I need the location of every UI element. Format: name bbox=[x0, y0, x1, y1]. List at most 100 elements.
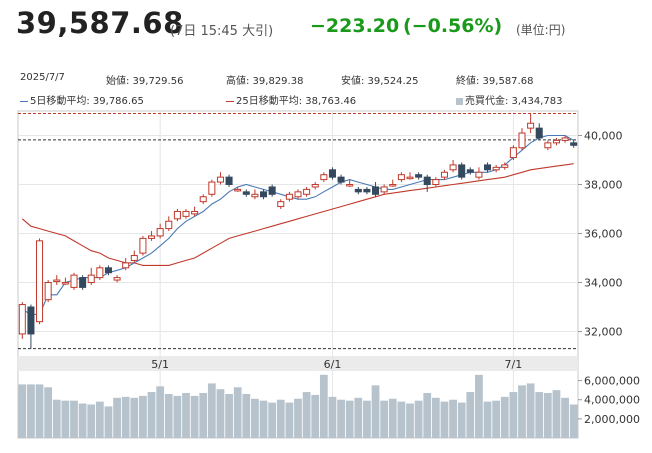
candle-body bbox=[415, 174, 423, 178]
volume-bar bbox=[276, 399, 285, 438]
unit-label: (単位:円) bbox=[516, 23, 566, 37]
candle bbox=[535, 123, 543, 141]
candle-body bbox=[36, 240, 44, 323]
volume-bar bbox=[225, 393, 233, 438]
volume-bar bbox=[173, 395, 182, 438]
volume-bar bbox=[199, 393, 208, 438]
volume-bar bbox=[475, 374, 483, 438]
candle bbox=[251, 189, 259, 200]
candle-body bbox=[234, 188, 242, 192]
volume-bar bbox=[457, 402, 466, 438]
volume-bar bbox=[535, 392, 544, 438]
volume-bar bbox=[431, 397, 440, 438]
candle bbox=[87, 267, 95, 285]
volume-bar bbox=[27, 384, 35, 438]
candle-body bbox=[509, 147, 517, 159]
candle bbox=[527, 113, 535, 134]
volume-bar bbox=[509, 392, 518, 438]
candle bbox=[337, 174, 345, 185]
candle bbox=[570, 140, 578, 148]
legend-volume: 売買代金: 3,434,783 bbox=[456, 92, 562, 107]
candle-body bbox=[518, 132, 526, 149]
price-tick-label: 34,000 bbox=[584, 277, 623, 290]
candle bbox=[70, 272, 78, 290]
stat-open: 始値: 39,729.56 bbox=[106, 76, 184, 87]
candle bbox=[104, 265, 112, 276]
volume-bar bbox=[440, 401, 449, 438]
candle-body bbox=[113, 277, 121, 281]
candle-body bbox=[475, 171, 483, 178]
candle-body bbox=[260, 191, 268, 198]
legend-volume-label: 売買代金: 3,434,783 bbox=[465, 96, 563, 107]
candle-body bbox=[87, 274, 95, 283]
candle bbox=[423, 174, 431, 192]
candle bbox=[285, 191, 293, 202]
candle bbox=[363, 186, 371, 195]
volume-bar bbox=[233, 387, 242, 438]
candle-body bbox=[182, 210, 190, 217]
candle bbox=[475, 167, 483, 180]
candle bbox=[484, 162, 492, 173]
candle bbox=[432, 177, 440, 187]
volume-bar bbox=[543, 393, 552, 438]
candle bbox=[165, 216, 173, 232]
candle-body bbox=[53, 279, 61, 283]
candle bbox=[449, 160, 457, 173]
candle bbox=[18, 302, 26, 339]
candle-body bbox=[122, 262, 130, 269]
volume-bar bbox=[182, 393, 190, 438]
candle bbox=[354, 186, 362, 195]
date-tick-label: 6/1 bbox=[324, 358, 342, 371]
price-tick-label: 40,000 bbox=[584, 130, 623, 143]
candle bbox=[509, 145, 517, 160]
candle bbox=[199, 194, 207, 205]
ma25-line bbox=[21, 163, 574, 266]
volume-bar bbox=[35, 384, 44, 438]
volume-bar bbox=[139, 395, 147, 438]
candle bbox=[216, 172, 224, 185]
volume-bar bbox=[328, 396, 337, 438]
volume-bar bbox=[371, 385, 380, 438]
volume-bar bbox=[397, 401, 406, 438]
candle-body bbox=[148, 235, 156, 239]
candle-body bbox=[501, 164, 509, 168]
candle bbox=[380, 184, 388, 195]
volume-bar bbox=[363, 400, 371, 438]
candle-body bbox=[458, 164, 466, 178]
candle-body bbox=[70, 274, 78, 288]
candle-body bbox=[561, 137, 569, 141]
volume-bar bbox=[130, 397, 139, 438]
candle bbox=[96, 265, 104, 281]
volume-bar bbox=[70, 400, 78, 438]
candle bbox=[552, 137, 560, 146]
volume-bar bbox=[302, 392, 311, 438]
candle-body bbox=[44, 282, 52, 301]
candle bbox=[328, 167, 336, 180]
ma25-swatch-icon bbox=[226, 100, 234, 102]
candle bbox=[148, 231, 156, 241]
candle-body bbox=[277, 201, 285, 208]
candle-body bbox=[346, 184, 354, 187]
ma5-swatch-icon bbox=[20, 100, 28, 102]
stat-high: 高値: 39,829.38 bbox=[226, 76, 304, 87]
candle-body bbox=[552, 139, 560, 144]
candle bbox=[320, 172, 328, 183]
volume-bar bbox=[61, 400, 70, 438]
candle bbox=[518, 128, 526, 151]
candle-body bbox=[79, 277, 87, 288]
candle-body bbox=[389, 184, 397, 187]
volume-tick-label: 2,000,000 bbox=[584, 413, 640, 426]
volume-bar bbox=[518, 385, 526, 438]
candle bbox=[294, 189, 302, 200]
volume-bar bbox=[311, 394, 320, 438]
candle-body bbox=[61, 282, 69, 285]
candle bbox=[501, 162, 509, 170]
candle bbox=[397, 172, 405, 183]
volume-bar bbox=[113, 397, 121, 438]
volume-bar bbox=[345, 400, 354, 438]
volume-bar bbox=[414, 400, 423, 438]
volume-bar bbox=[492, 400, 501, 438]
candle bbox=[36, 238, 44, 325]
volume-bar bbox=[190, 395, 199, 438]
